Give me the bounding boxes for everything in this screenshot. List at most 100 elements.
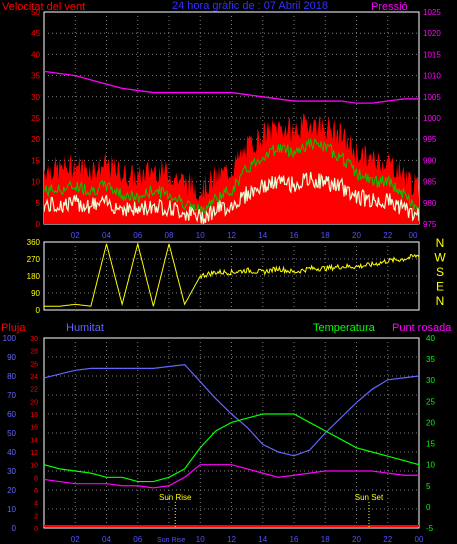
rain-tick-label: 0: [34, 526, 38, 533]
sunrise-label: Sun Rise: [159, 493, 192, 502]
bottom-x-tick-label: 00: [415, 535, 424, 544]
direction-tick-label: 360: [27, 238, 41, 247]
rain-tick-label: 28: [30, 349, 38, 356]
bottom-x-tick-label: 14: [258, 535, 267, 544]
wind-tick-label: 50: [31, 8, 40, 17]
bottom-x-tick-label: 20: [352, 535, 361, 544]
dewpoint-label: Punt rosada: [392, 322, 452, 334]
rain-tick-label: 18: [30, 412, 38, 419]
humidity-tick-label: 20: [7, 486, 16, 495]
top-x-tick-label: 10: [196, 231, 205, 240]
direction-tick-label: 90: [31, 289, 40, 298]
pressure-tick-label: 1005: [423, 93, 441, 102]
temp-tick-label: 10: [426, 461, 435, 470]
pressure-tick-label: 1020: [423, 29, 441, 38]
pressure-tick-label: 1025: [423, 8, 441, 17]
rain-tick-label: 16: [30, 425, 38, 432]
pressure-tick-label: 990: [423, 156, 437, 165]
dewpoint-line: [43, 464, 419, 489]
compass-label: S: [436, 265, 444, 279]
rain-tick-label: 24: [30, 374, 38, 381]
wind-tick-label: 20: [31, 135, 40, 144]
compass-label: N: [436, 236, 445, 250]
top-x-tick-label: 22: [383, 231, 392, 240]
bottom-x-tick-label: 06: [133, 535, 142, 544]
temp-tick-label: 0: [426, 503, 431, 512]
temp-tick-label: 15: [426, 440, 435, 449]
pressure-tick-label: 985: [423, 178, 437, 187]
pressure-tick-label: 1015: [423, 50, 441, 59]
wind-tick-label: 45: [31, 29, 40, 38]
rain-tick-label: 12: [30, 450, 38, 457]
rain-tick-label: 30: [30, 336, 38, 343]
wind-direction-line: [44, 241, 420, 307]
wind-tick-label: 25: [31, 114, 40, 123]
pressure-tick-label: 995: [423, 135, 437, 144]
bottom-x-tick-label: 18: [321, 535, 330, 544]
wind-tick-label: 0: [36, 220, 41, 229]
wind-tick-label: 35: [31, 72, 40, 81]
top-x-tick-label: 08: [165, 231, 174, 240]
temp-tick-label: 30: [426, 376, 435, 385]
humidity-tick-label: 0: [12, 524, 17, 533]
direction-tick-label: 270: [27, 255, 41, 264]
wind-tick-label: 15: [31, 156, 40, 165]
top-x-tick-label: 18: [321, 231, 330, 240]
humidity-tick-label: 10: [7, 505, 16, 514]
compass-label: N: [436, 294, 445, 308]
bottom-x-tick-label: 22: [383, 535, 392, 544]
sunset-label: Sun Set: [355, 493, 384, 502]
wind-tick-label: 30: [31, 93, 40, 102]
temperature-line: [43, 413, 420, 483]
temperature-label: Temperatura: [313, 322, 376, 334]
rain-tick-label: 6: [34, 488, 38, 495]
humidity-tick-label: 70: [7, 391, 16, 400]
humidity-line: [43, 363, 420, 457]
wind-tick-label: 5: [36, 199, 41, 208]
rain-label: Pluja: [1, 322, 26, 334]
rain-tick-label: 20: [30, 399, 38, 406]
compass-label: E: [436, 280, 444, 294]
humidity-tick-label: 60: [7, 410, 16, 419]
top-x-tick-label: 00: [409, 231, 418, 240]
bottom-x-tick-label: Sun Rise: [157, 537, 186, 544]
humidity-tick-label: 80: [7, 372, 16, 381]
wind-tick-label: 10: [31, 178, 40, 187]
pressure-line: [43, 70, 419, 104]
rain-tick-label: 2: [34, 513, 38, 520]
temp-tick-label: 5: [426, 482, 431, 491]
pressure-tick-label: 1010: [423, 72, 441, 81]
top-x-tick-label: 16: [290, 231, 299, 240]
pressure-tick-label: 975: [423, 220, 437, 229]
chart-title: 24 hora gràfic de : 07 Abril 2018: [172, 0, 328, 12]
temp-tick-label: -5: [426, 524, 434, 533]
direction-tick-label: 0: [36, 306, 41, 315]
humidity-tick-label: 30: [7, 467, 16, 476]
temp-tick-label: 25: [426, 397, 435, 406]
temp-tick-label: 40: [426, 334, 435, 343]
wind-tick-label: 40: [31, 50, 40, 59]
rain-tick-label: 10: [30, 463, 38, 470]
humidity-tick-label: 100: [3, 334, 17, 343]
top-x-tick-label: 06: [133, 231, 142, 240]
rain-tick-label: 14: [30, 437, 38, 444]
top-x-tick-label: 20: [352, 231, 361, 240]
avg-wind-line: [43, 171, 420, 225]
top-x-tick-label: 14: [258, 231, 267, 240]
bottom-x-tick-label: 10: [196, 535, 205, 544]
bottom-x-tick-label: 02: [71, 535, 80, 544]
top-x-tick-label: 04: [102, 231, 111, 240]
rain-tick-label: 22: [30, 387, 38, 394]
bottom-x-tick-label: 16: [290, 535, 299, 544]
compass-label: W: [434, 251, 446, 265]
direction-tick-label: 180: [27, 272, 41, 281]
rain-tick-label: 26: [30, 361, 38, 368]
top-x-tick-label: 02: [71, 231, 80, 240]
top-right-label: Pressió: [371, 1, 408, 13]
humidity-label: Humitat: [66, 322, 104, 334]
temp-tick-label: 35: [426, 355, 435, 364]
bottom-x-tick-label: 12: [227, 535, 236, 544]
rain-tick-label: 8: [34, 475, 38, 482]
rain-tick-label: 4: [34, 501, 38, 508]
